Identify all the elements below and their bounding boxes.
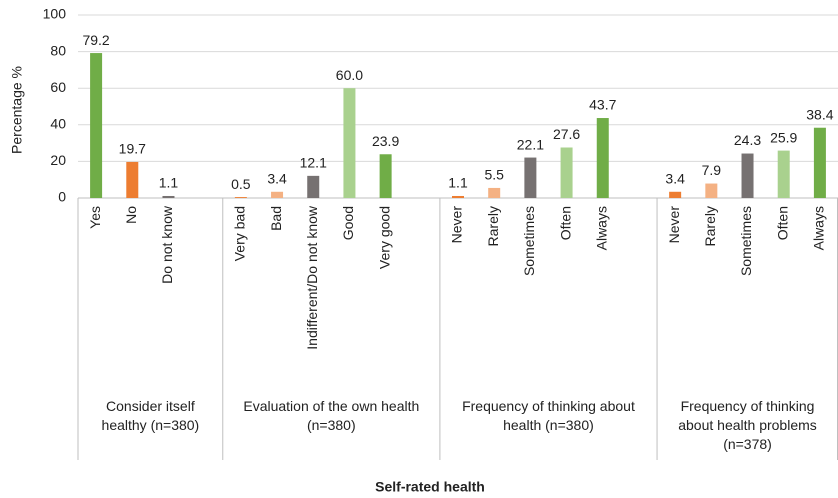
bar (669, 191, 682, 198)
y-axis-title: Percentage % (9, 66, 25, 154)
bar (488, 187, 501, 198)
data-label: 3.4 (665, 170, 685, 186)
bar (813, 127, 826, 198)
y-tick-label: 20 (50, 152, 66, 168)
x-tick-label: Rarely (485, 206, 501, 246)
data-label: 3.4 (267, 170, 287, 186)
bar (234, 197, 247, 198)
x-tick-label: Good (340, 206, 356, 240)
data-label: 22.1 (517, 136, 544, 152)
group-label: Frequency of thinking about health probl… (678, 398, 817, 452)
data-label: 12.1 (300, 155, 327, 171)
bar (524, 157, 537, 198)
data-label: 79.2 (82, 32, 109, 48)
bar (741, 153, 754, 198)
x-tick-label: Sometimes (521, 206, 537, 276)
y-tick-label: 60 (50, 79, 66, 95)
x-axis-title: Self-rated health (375, 479, 485, 495)
y-tick-label: 0 (58, 189, 66, 205)
data-label: 38.4 (806, 106, 833, 122)
x-tick-label: Indifferent/Do not know (304, 205, 320, 350)
data-label: 43.7 (589, 97, 616, 113)
data-label: 0.5 (231, 176, 251, 192)
bar (162, 195, 175, 198)
bar (596, 118, 609, 198)
group-label: Evaluation of the own health (n=380) (243, 398, 420, 433)
bar (90, 53, 103, 199)
bar (379, 154, 392, 198)
y-tick-label: 40 (50, 116, 66, 132)
bar (271, 191, 284, 198)
data-label: 27.6 (553, 126, 580, 142)
x-tick-label: No (123, 206, 139, 224)
data-label: 19.7 (119, 141, 146, 157)
bar (126, 161, 139, 198)
bar (560, 147, 573, 198)
x-tick-label: Do not know (159, 205, 175, 284)
y-tick-label: 80 (50, 42, 66, 58)
x-tick-label: Sometimes (738, 206, 754, 276)
x-tick-label: Often (557, 206, 573, 240)
x-tick-label: Always (811, 206, 827, 250)
x-tick-label: Rarely (702, 206, 718, 246)
bar (343, 88, 356, 198)
data-label: 23.9 (372, 133, 399, 149)
data-label: 60.0 (336, 67, 363, 83)
x-tick-label: Never (666, 206, 682, 244)
x-tick-label: Often (774, 206, 790, 240)
data-label: 7.9 (702, 162, 722, 178)
group-label: Consider itself healthy (n=380) (101, 398, 200, 433)
group-label: Frequency of thinking about health (n=38… (462, 398, 635, 433)
data-label: 5.5 (484, 167, 504, 183)
bar (452, 195, 464, 198)
data-label: 1.1 (159, 175, 179, 191)
data-label: 1.1 (448, 175, 468, 191)
x-tick-label: Bad (268, 206, 284, 231)
data-label: 24.3 (734, 132, 761, 148)
x-tick-label: Never (449, 206, 465, 244)
bar (777, 150, 790, 198)
bar (705, 183, 718, 198)
data-label: 25.9 (770, 129, 797, 145)
x-tick-label: Yes (87, 206, 103, 229)
bar (307, 175, 320, 198)
y-tick-label: 100 (43, 6, 67, 22)
x-tick-label: Very good (376, 206, 392, 269)
x-tick-label: Very bad (232, 206, 248, 261)
x-tick-label: Always (593, 206, 609, 250)
